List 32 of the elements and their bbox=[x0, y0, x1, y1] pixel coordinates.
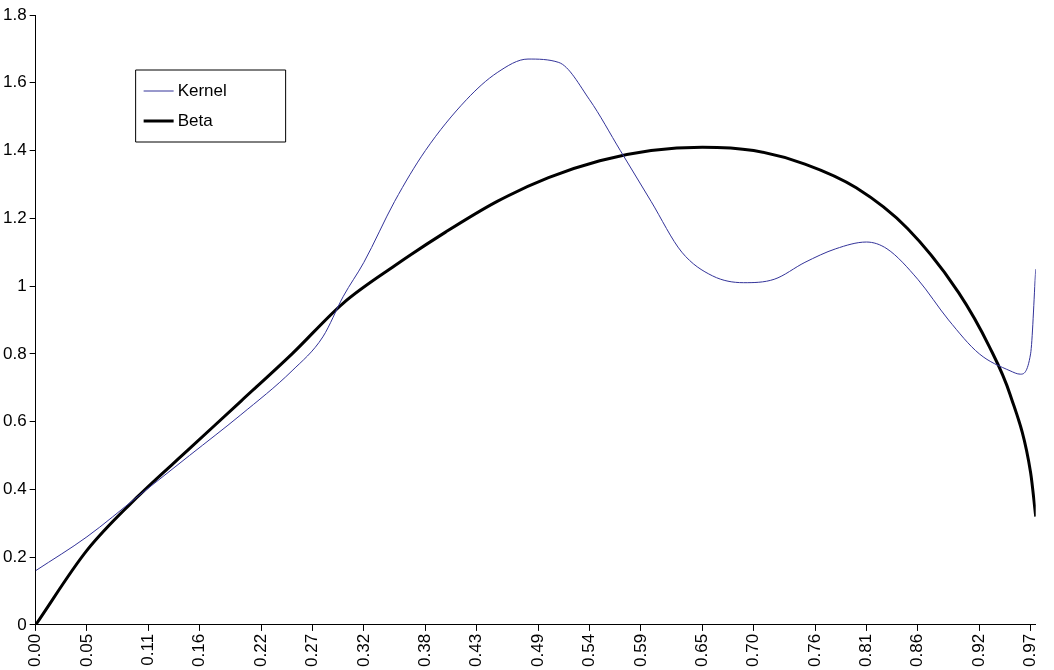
y-tick-label: 1.4 bbox=[2, 140, 27, 160]
x-tick-label: 0.65 bbox=[692, 633, 712, 668]
x-tick-label: 0.86 bbox=[907, 633, 927, 668]
x-tick-label: 0.70 bbox=[743, 633, 763, 668]
line-series bbox=[35, 58, 1036, 572]
x-tick-label: 0.38 bbox=[415, 633, 435, 668]
y-tick-label: 1 bbox=[17, 275, 27, 295]
x-tick-label: 0.05 bbox=[76, 633, 96, 668]
y-tick-label: 1.8 bbox=[2, 4, 27, 24]
x-tick-label: 0.27 bbox=[302, 633, 322, 668]
x-tick-label: 0.92 bbox=[968, 633, 988, 668]
x-tick-label: 0.49 bbox=[527, 633, 547, 668]
x-tick-label: 0.00 bbox=[25, 633, 45, 668]
y-tick-label: 0.4 bbox=[2, 479, 27, 499]
legend-label: Beta bbox=[177, 110, 214, 130]
x-tick-label: 0.43 bbox=[466, 633, 486, 668]
x-tick-label: 0.97 bbox=[1020, 633, 1040, 668]
x-tick-label: 0.32 bbox=[353, 633, 373, 668]
x-tick-label: 0.81 bbox=[856, 633, 876, 668]
y-tick-label: 1.2 bbox=[2, 207, 27, 227]
y-tick-label: 0.6 bbox=[2, 411, 27, 431]
x-tick-label: 0.76 bbox=[804, 633, 824, 668]
y-tick-label: 0.8 bbox=[2, 343, 27, 363]
x-tick-label: 0.11 bbox=[138, 633, 158, 666]
x-tick-label: 0.22 bbox=[250, 633, 270, 668]
x-tick-label: 0.16 bbox=[189, 633, 209, 668]
y-tick-label: 1.6 bbox=[2, 72, 27, 92]
y-tick-label: 0.2 bbox=[2, 546, 27, 566]
x-tick-label: 0.59 bbox=[630, 633, 650, 668]
legend-label: Kernel bbox=[177, 80, 227, 100]
y-tick-label: 0 bbox=[17, 614, 27, 634]
x-tick-label: 0.54 bbox=[579, 633, 599, 668]
